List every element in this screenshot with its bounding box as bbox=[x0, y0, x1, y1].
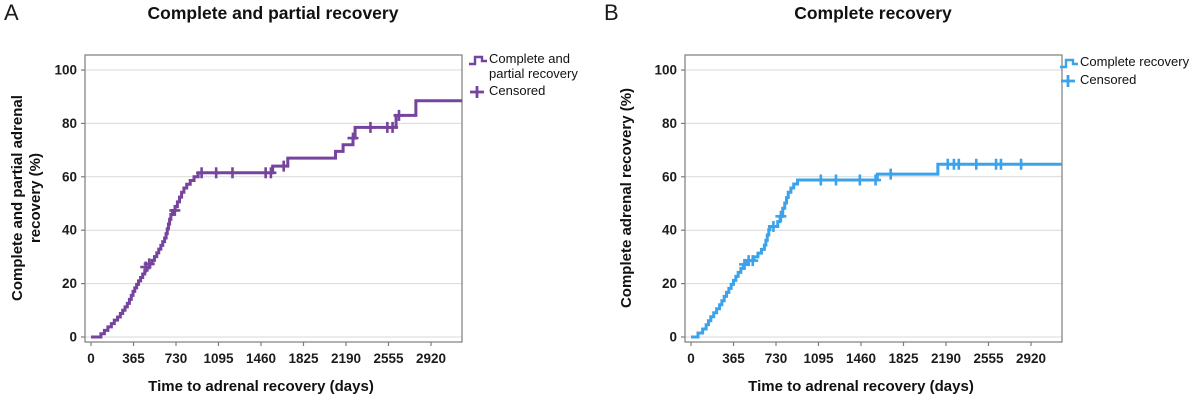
svg-text:365: 365 bbox=[722, 351, 745, 366]
svg-text:80: 80 bbox=[62, 116, 77, 131]
svg-text:2190: 2190 bbox=[931, 351, 961, 366]
svg-text:730: 730 bbox=[165, 351, 188, 366]
svg-text:1460: 1460 bbox=[846, 351, 876, 366]
svg-text:0: 0 bbox=[687, 351, 695, 366]
svg-text:40: 40 bbox=[62, 223, 77, 238]
svg-text:365: 365 bbox=[122, 351, 145, 366]
svg-text:1095: 1095 bbox=[203, 351, 234, 366]
svg-text:60: 60 bbox=[662, 169, 677, 184]
panel-b-legend: Complete recovery Censored bbox=[1059, 54, 1190, 88]
censor-plus-icon bbox=[1061, 75, 1075, 87]
panel-a-legend: Complete and partial recovery Censored bbox=[468, 51, 578, 99]
svg-text:0: 0 bbox=[69, 330, 77, 345]
panel-a-x-axis-label: Time to adrenal recovery (days) bbox=[148, 378, 374, 395]
panel-a-survival-plot: 0 365 730 1095 1460 1825 2190 2555 2920 0 20 40 60 80… bbox=[54, 54, 463, 366]
svg-text:0: 0 bbox=[87, 351, 95, 366]
svg-text:730: 730 bbox=[765, 351, 788, 366]
svg-text:1460: 1460 bbox=[246, 351, 276, 366]
svg-text:20: 20 bbox=[62, 276, 77, 291]
panel-b-legend-censored: Censored bbox=[1059, 72, 1189, 88]
svg-text:0: 0 bbox=[669, 330, 677, 345]
svg-text:2920: 2920 bbox=[1016, 351, 1046, 366]
panel-b-survival-plot: 0 365 730 1095 1460 1825 2190 2555 2920 0 20 40 60 80… bbox=[654, 54, 1063, 366]
panel-a-title: Complete and partial recovery bbox=[147, 3, 399, 23]
panel-a-letter: A bbox=[4, 0, 19, 25]
panel-b-title: Complete recovery bbox=[794, 3, 952, 23]
panel-a-legend-censored-label: Censored bbox=[489, 83, 546, 99]
svg-text:80: 80 bbox=[662, 116, 677, 131]
panel-b-legend-series-label: Complete recovery bbox=[1080, 54, 1190, 69]
svg-text:20: 20 bbox=[662, 276, 677, 291]
censor-plus-icon bbox=[470, 86, 484, 99]
svg-text:1095: 1095 bbox=[803, 351, 834, 366]
panel-b: B Complete recovery Complete adrenal rec… bbox=[600, 0, 1200, 405]
svg-text:2920: 2920 bbox=[416, 351, 446, 366]
panel-a-legend-censored: Censored bbox=[468, 84, 578, 99]
svg-text:2190: 2190 bbox=[331, 351, 361, 366]
svg-text:2555: 2555 bbox=[973, 351, 1004, 366]
svg-text:100: 100 bbox=[54, 63, 77, 78]
panel-a-legend-series: Complete and partial recovery bbox=[468, 51, 578, 81]
svg-text:1825: 1825 bbox=[288, 351, 319, 366]
svg-text:2555: 2555 bbox=[373, 351, 404, 366]
panel-b-legend-series: Complete recovery bbox=[1059, 54, 1190, 70]
svg-text:40: 40 bbox=[662, 223, 677, 238]
panel-b-letter: B bbox=[604, 0, 619, 25]
svg-text:1825: 1825 bbox=[888, 351, 919, 366]
step-line-icon bbox=[1060, 58, 1078, 69]
panel-b-legend-censored-label: Censored bbox=[1080, 72, 1137, 87]
panel-a-legend-series-label: Complete and partial recovery bbox=[489, 51, 578, 81]
svg-text:60: 60 bbox=[62, 169, 77, 184]
panel-b-x-axis-label: Time to adrenal recovery (days) bbox=[748, 378, 974, 395]
svg-text:100: 100 bbox=[654, 63, 677, 78]
panel-a: A Complete and partial recovery Complete… bbox=[4, 0, 578, 395]
step-line-icon bbox=[469, 55, 487, 66]
